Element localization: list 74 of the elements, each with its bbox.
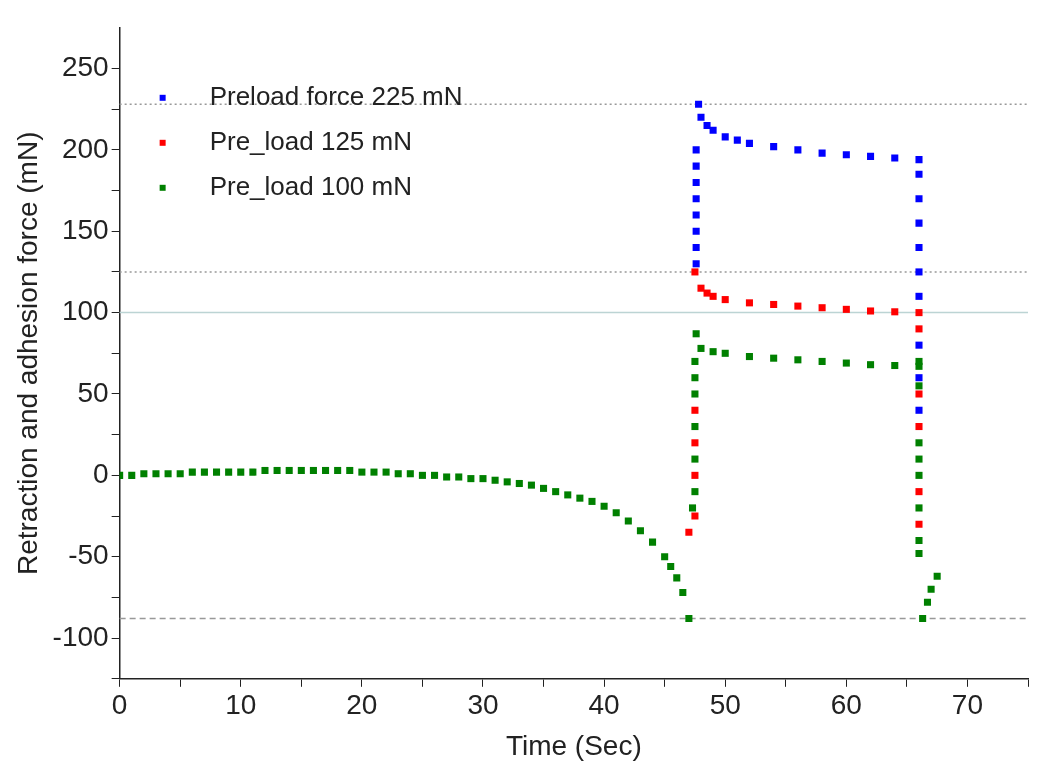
point: [915, 520, 923, 528]
point: [891, 308, 899, 316]
point: [697, 284, 705, 292]
x-tick-label: 10: [225, 689, 257, 721]
y-tick-label: -50: [68, 539, 109, 571]
point: [915, 195, 923, 203]
point: [915, 325, 923, 333]
point: [915, 268, 923, 276]
point: [692, 260, 700, 268]
point: [691, 406, 699, 414]
point: [915, 243, 923, 252]
y-tick-label: 150: [61, 213, 109, 245]
x-tick-label: 30: [467, 689, 499, 721]
point: [745, 139, 753, 147]
point: [842, 305, 850, 313]
point: [915, 341, 923, 349]
point: [818, 149, 826, 157]
point: [691, 471, 699, 479]
y-tick-label: 50: [77, 376, 109, 408]
point: [703, 121, 711, 129]
point: [697, 113, 705, 121]
point: [692, 162, 700, 170]
point: [915, 292, 923, 300]
point: [915, 406, 923, 414]
x-tick-label: 20: [346, 689, 378, 721]
y-axis-title: Retraction and adhesion force (mN): [11, 131, 43, 576]
point: [685, 528, 693, 536]
point: [692, 227, 700, 235]
point: [818, 304, 826, 312]
x-tick-label: 40: [588, 689, 620, 721]
point: [709, 292, 717, 300]
x-axis-title: Time (Sec): [505, 729, 642, 761]
point: [691, 268, 699, 276]
point: [915, 156, 923, 164]
point: [794, 146, 802, 154]
point: [915, 219, 923, 227]
point: [691, 512, 699, 520]
point: [692, 195, 700, 203]
point: [733, 136, 741, 144]
point: [691, 439, 699, 447]
x-tick-label: 60: [830, 689, 862, 721]
legend-label: Pre_load 125 mN: [209, 125, 412, 156]
point: [721, 133, 729, 141]
point: [709, 126, 717, 134]
point: [692, 178, 700, 186]
y-tick-label: 0: [93, 458, 109, 490]
point: [692, 211, 700, 219]
point: [703, 289, 711, 297]
legend-label: Preload force 225 mN: [209, 80, 463, 111]
y-tick-label: 200: [61, 132, 109, 164]
y-tick-label: 250: [61, 51, 109, 83]
point: [721, 296, 729, 304]
point: [695, 100, 703, 108]
point: [915, 488, 923, 496]
point: [770, 300, 778, 309]
point: [891, 154, 899, 162]
point: [915, 374, 923, 382]
x-tick-label: 50: [709, 689, 741, 721]
point: [842, 151, 850, 159]
y-tick-label: 100: [61, 295, 109, 327]
point: [794, 302, 802, 310]
point: [770, 143, 778, 151]
point: [692, 243, 700, 252]
point: [745, 299, 753, 307]
y-tick-label: -100: [52, 620, 109, 652]
point: [867, 152, 875, 160]
point: [692, 146, 700, 154]
x-tick-label: 70: [951, 689, 984, 721]
legend-label: Pre_load 100 mN: [209, 170, 412, 201]
point: [915, 309, 923, 317]
point: [915, 423, 923, 431]
point: [915, 390, 923, 398]
point: [915, 170, 923, 178]
point: [867, 307, 875, 315]
